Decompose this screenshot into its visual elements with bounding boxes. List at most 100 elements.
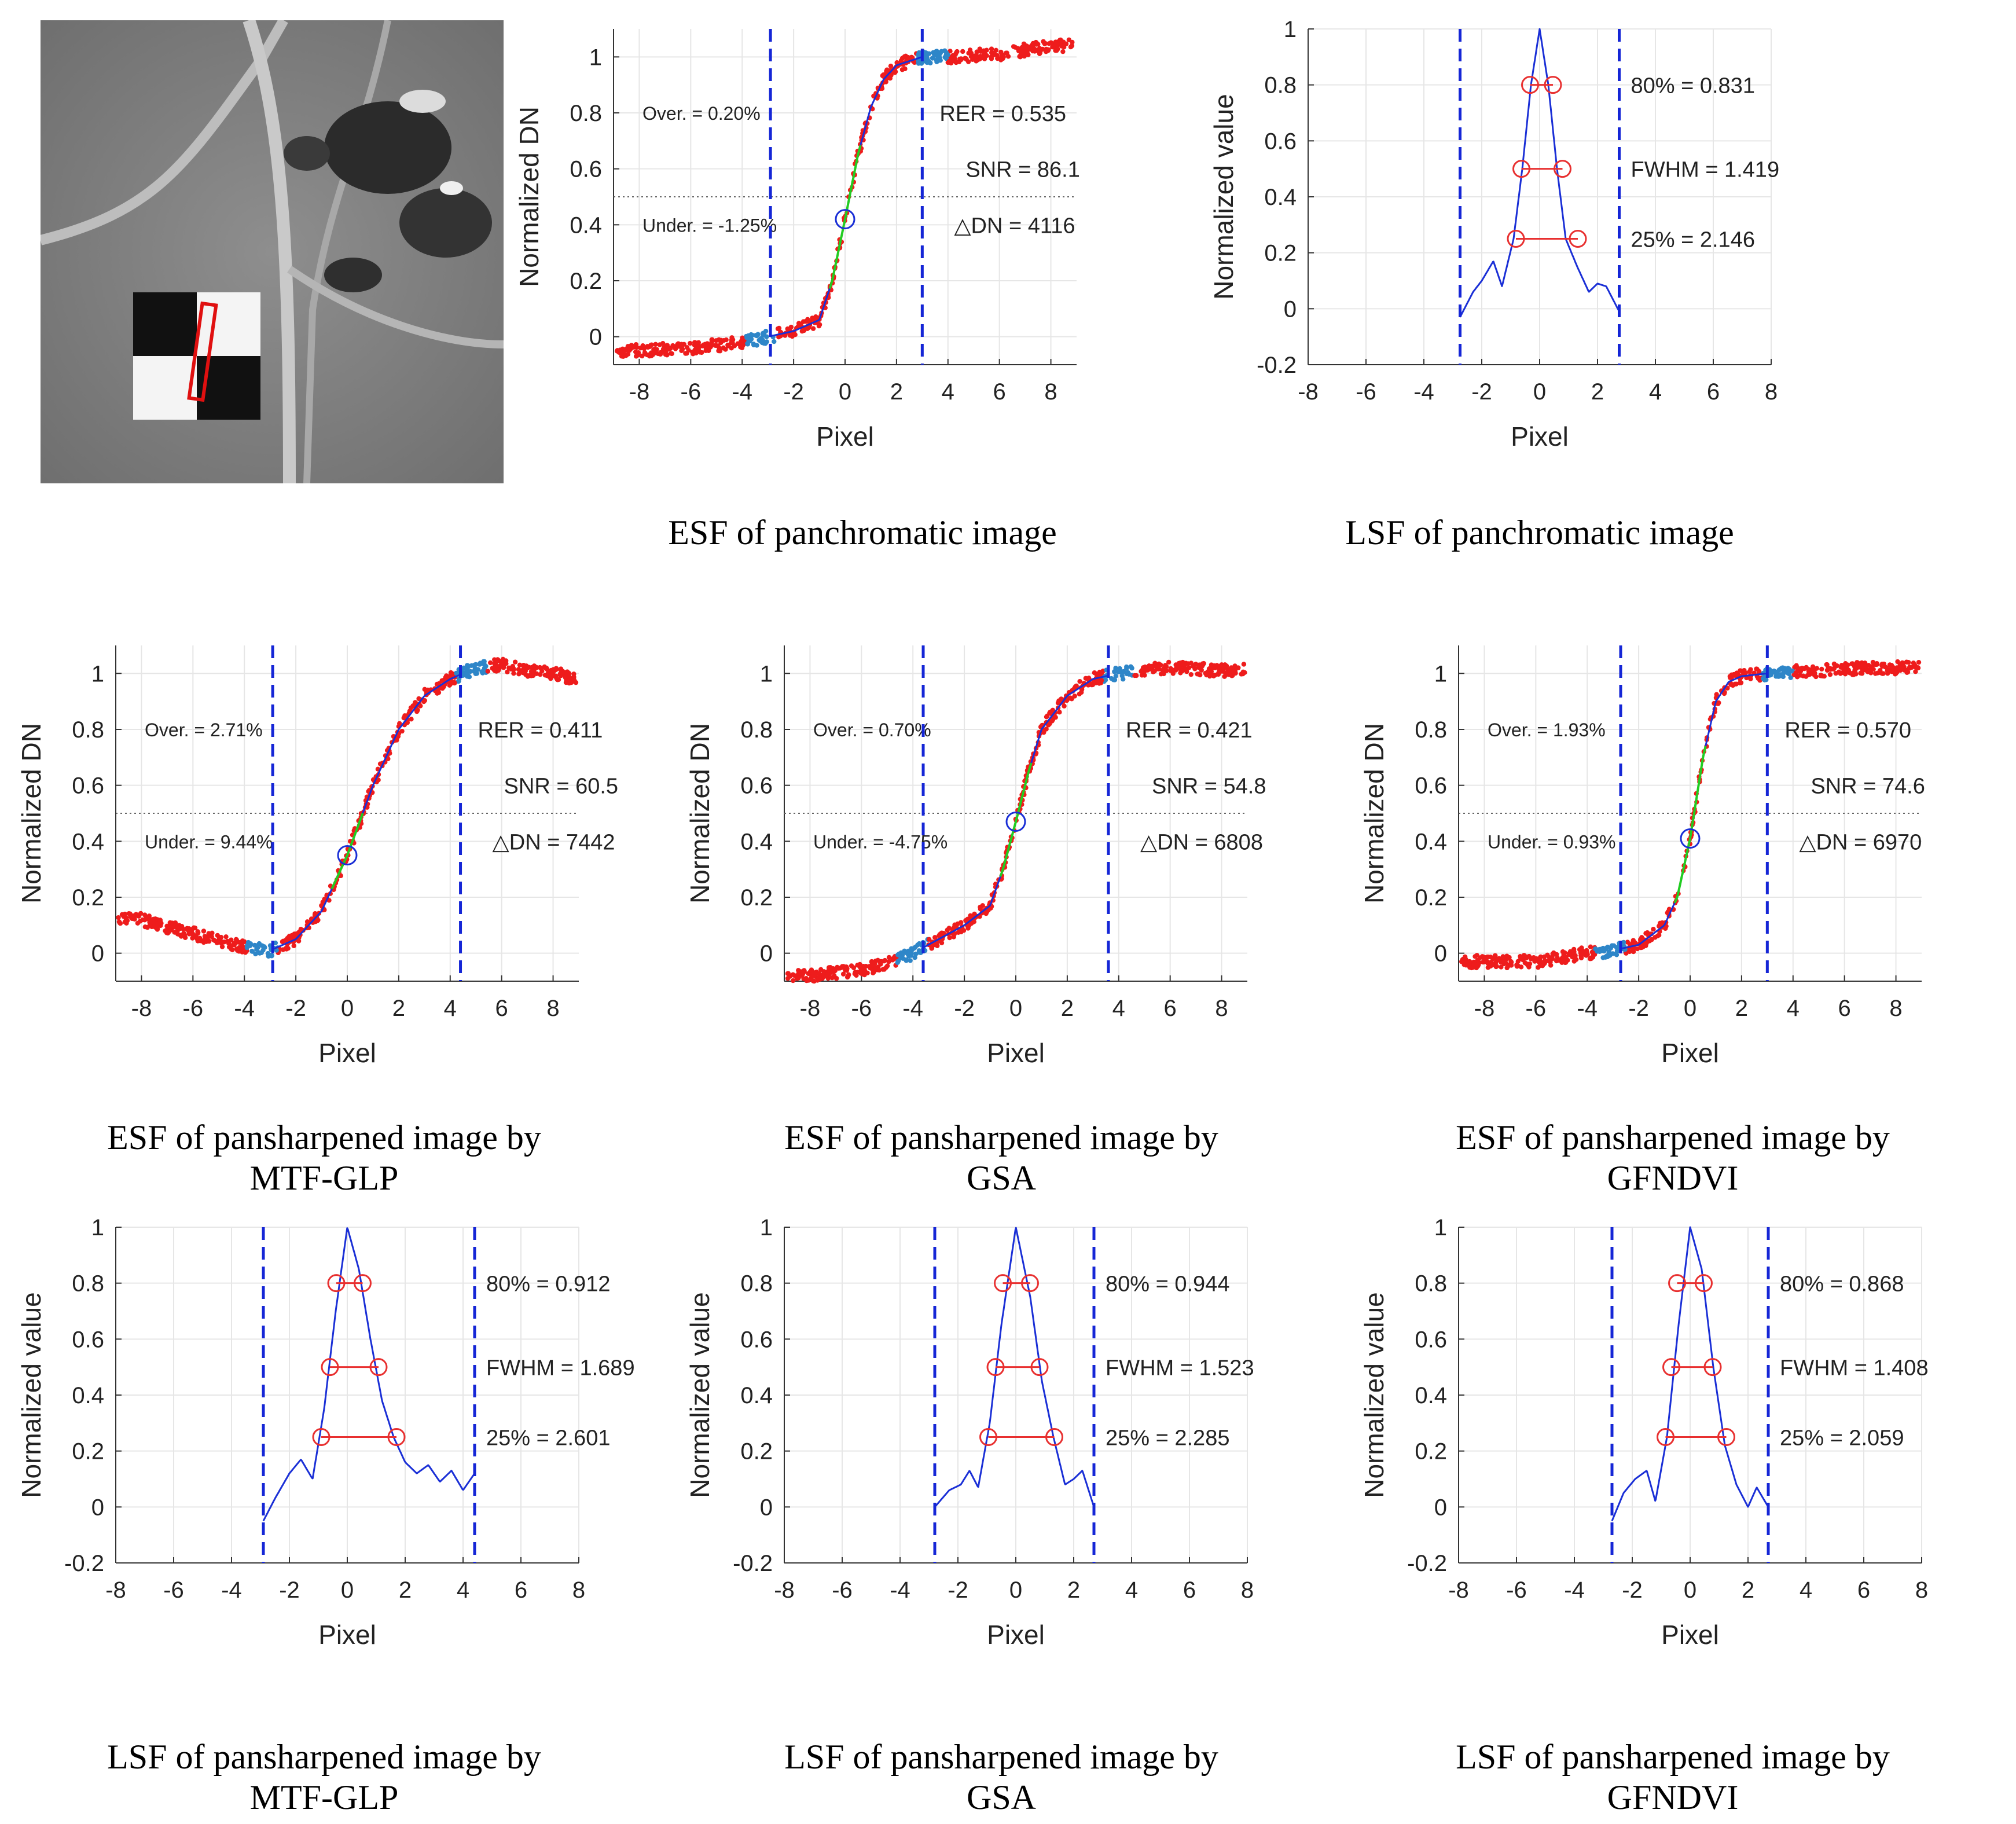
scatter-point [932, 935, 938, 940]
scatter-point [566, 670, 572, 676]
width-marker-right [1030, 1358, 1049, 1377]
y-tick-label: -0.2 [1257, 353, 1297, 378]
scatter-point [898, 950, 904, 956]
scatter-point [292, 931, 297, 937]
scatter-point [660, 340, 666, 346]
scatter-point [178, 933, 183, 938]
scatter-point [904, 958, 909, 963]
y-axis-label: Normalized value [16, 1292, 46, 1498]
scatter-point [408, 705, 414, 710]
scatter-point [810, 326, 816, 331]
scatter-point [785, 971, 791, 976]
scatter-point [931, 50, 936, 55]
scatter-point [764, 334, 769, 339]
scatter-point [1819, 666, 1824, 672]
scatter-point [1578, 955, 1584, 961]
caption-esf-gsa: ESF of pansharpened image by GSA [784, 1118, 1218, 1197]
scatter-point [796, 975, 801, 981]
scatter-point [620, 354, 626, 359]
scatter-point [902, 66, 908, 72]
scatter-point [1721, 691, 1727, 696]
scatter-point [117, 920, 123, 926]
scatter-point [269, 953, 274, 958]
lsf-curve [262, 1227, 476, 1522]
width-marker-right [1544, 76, 1562, 94]
scatter-point [886, 955, 892, 960]
scatter-point [1196, 662, 1202, 667]
scatter-point [913, 951, 919, 957]
scatter-point [558, 666, 564, 671]
y-tick-label: 0.8 [740, 717, 773, 743]
scatter-point [851, 965, 857, 970]
scatter-point [974, 49, 979, 54]
scatter-point [182, 932, 188, 938]
y-tick-label: 0.6 [72, 773, 104, 799]
y-tick-label: 0.2 [72, 1439, 104, 1465]
y-tick-label: 0 [1434, 941, 1447, 967]
lsf-gsa-chart: -8 -6 -4 -2 0 2 4 6 8 -0.2 0 0.2 0.4 0.6 0.8 1 Pixel Norm… [680, 1215, 1259, 1667]
scatter-point [142, 917, 148, 923]
scatter-point [927, 59, 932, 65]
scatter-point [717, 348, 723, 354]
scatter-point [119, 912, 125, 917]
x-tick-label: -8 [1298, 379, 1319, 405]
x-tick-label: 4 [1787, 996, 1800, 1021]
scatter-point [1068, 44, 1074, 50]
scatter-point [863, 963, 869, 969]
scatter-point [1060, 49, 1066, 54]
x-tick-label: 4 [444, 996, 457, 1021]
scatter-point [1827, 672, 1833, 677]
scatter-point [684, 345, 690, 350]
scatter-point [1850, 672, 1855, 677]
scatter-point [454, 670, 459, 676]
scatter-point [790, 978, 796, 983]
y-tick-label: 0 [1434, 1495, 1447, 1520]
scatter-point [839, 964, 845, 970]
scatter-point [1018, 54, 1023, 60]
scatter-point [313, 911, 318, 916]
scatter-point [473, 662, 478, 667]
scatter-point [865, 970, 870, 976]
scatter-point [703, 348, 708, 354]
scatter-point [1163, 663, 1168, 668]
scatter-point [1788, 675, 1793, 680]
y-tick-label: 1 [760, 1215, 773, 1241]
scatter-point [1639, 935, 1644, 940]
scatter-point [840, 971, 846, 977]
x-tick-label: -8 [629, 379, 650, 405]
scatter-point [858, 971, 864, 976]
x-tick-label: -6 [681, 379, 702, 405]
y-axis-label: Normalized DN [16, 723, 46, 904]
scatter-point [877, 960, 883, 966]
scatter-point [138, 911, 144, 916]
undershoot-label: Under. = -1.25% [642, 215, 777, 236]
scatter-point [1061, 45, 1067, 50]
scatter-point [1831, 666, 1836, 672]
scatter-point [219, 944, 225, 949]
scatter-point [1538, 954, 1543, 960]
scatter-point [166, 929, 171, 934]
x-tick-label: 8 [1889, 996, 1902, 1021]
scatter-point [679, 345, 684, 350]
scatter-point [1113, 673, 1119, 678]
y-tick-label: 0.2 [1264, 241, 1297, 266]
y-tick-label: 0.4 [740, 829, 773, 854]
scatter-point [651, 347, 656, 353]
scatter-point [989, 54, 994, 59]
scatter-point [1499, 964, 1504, 970]
scatter-point [790, 972, 796, 977]
scatter-point [1639, 945, 1644, 950]
width-marker-left [327, 1274, 346, 1293]
scatter-point [898, 955, 904, 961]
scatter-point [482, 659, 487, 664]
scatter-point [563, 675, 568, 680]
scatter-point [1913, 669, 1918, 674]
x-tick-label: 4 [1800, 1577, 1812, 1603]
x-tick-label: 0 [839, 379, 851, 405]
scatter-point [1907, 666, 1912, 671]
scatter-point [1806, 669, 1812, 674]
scatter-point [836, 966, 841, 971]
x-tick-label: 2 [1061, 996, 1074, 1021]
scatter-point [980, 54, 986, 60]
scatter-point [1548, 959, 1553, 965]
